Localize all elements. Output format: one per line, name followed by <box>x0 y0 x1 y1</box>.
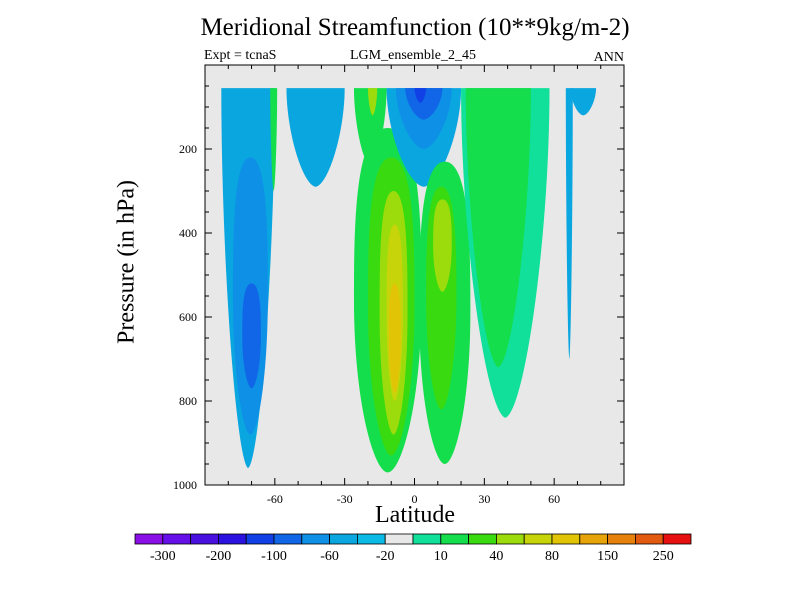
chart-title: Meridional Streamfunction (10**9kg/m-2) <box>200 14 630 41</box>
cell-hadley-n-core <box>433 199 452 292</box>
x-tick-label: 0 <box>412 492 418 506</box>
colorbar-swatch <box>356 533 386 545</box>
cell-nh-polar <box>570 88 597 116</box>
colorbar-swatch <box>523 533 553 545</box>
colorbar-swatch <box>579 533 608 545</box>
colorbar-swatch <box>134 533 164 545</box>
colorbar-label: -60 <box>320 549 339 564</box>
colorbar-label: 10 <box>434 549 448 564</box>
cell-equator-neg-core <box>414 88 427 103</box>
cell-hadley-main-core <box>388 283 401 393</box>
colorbar-label: 250 <box>653 549 674 564</box>
y-tick-label: 600 <box>179 310 197 324</box>
colorbar-swatch <box>273 533 303 545</box>
colorbar-swatch <box>662 533 692 545</box>
cell-hadley-s-top-core <box>367 88 378 116</box>
x-tick-label: -60 <box>267 492 283 506</box>
colorbar-swatch <box>440 533 469 545</box>
cell-sh-strip <box>270 88 278 191</box>
cell-nh-mid-inner <box>465 88 531 368</box>
cell-sh-core <box>242 283 261 389</box>
ensemble-label: LGM_ensemble_2_45 <box>350 48 476 63</box>
colorbar-label: -300 <box>150 549 176 564</box>
colorbar-swatch <box>329 533 358 545</box>
colorbar-swatch <box>607 533 636 545</box>
y-tick-label: 400 <box>179 226 197 240</box>
cell-nh-strip <box>565 88 573 359</box>
colorbar-swatch <box>190 533 219 545</box>
colorbar-label: 40 <box>489 549 503 564</box>
colorbar-label: -20 <box>376 549 395 564</box>
colorbar-label: -100 <box>261 549 287 564</box>
x-tick-label: 60 <box>548 492 560 506</box>
y-tick-label: 1000 <box>173 478 197 492</box>
colorbar-swatch <box>635 533 664 545</box>
contour-cells <box>221 88 597 473</box>
cell-ferrel-s <box>286 88 345 187</box>
colorbar-swatch <box>301 533 330 545</box>
season-label: ANN <box>593 50 624 65</box>
colorbar-label: -200 <box>206 549 232 564</box>
colorbar-swatch <box>551 533 581 545</box>
colorbar-swatch <box>468 533 497 545</box>
colorbar-swatch <box>412 533 442 545</box>
colorbar-swatch <box>217 533 247 545</box>
colorbar-label: 150 <box>597 549 618 564</box>
colorbar-swatch <box>495 533 525 545</box>
x-tick-label: 30 <box>478 492 490 506</box>
experiment-label: Expt = tcnaS <box>204 48 277 63</box>
x-tick-label: -30 <box>337 492 353 506</box>
colorbar-swatch <box>245 533 275 545</box>
colorbar: -300 -200 -100 -60 -20 10 40 80 150 250 <box>134 533 692 564</box>
colorbar-swatch <box>384 533 414 545</box>
y-axis-ticks: 200 400 600 800 1000 <box>173 85 624 492</box>
x-axis-label: Latitude <box>375 502 455 528</box>
colorbar-swatch <box>162 533 192 545</box>
y-tick-label: 800 <box>179 394 197 408</box>
cell-equator-neg-3 <box>405 88 443 120</box>
x-axis-ticks: -60 -30 0 30 60 <box>227 65 602 506</box>
y-tick-label: 200 <box>179 142 197 156</box>
colorbar-label: 80 <box>545 549 559 564</box>
